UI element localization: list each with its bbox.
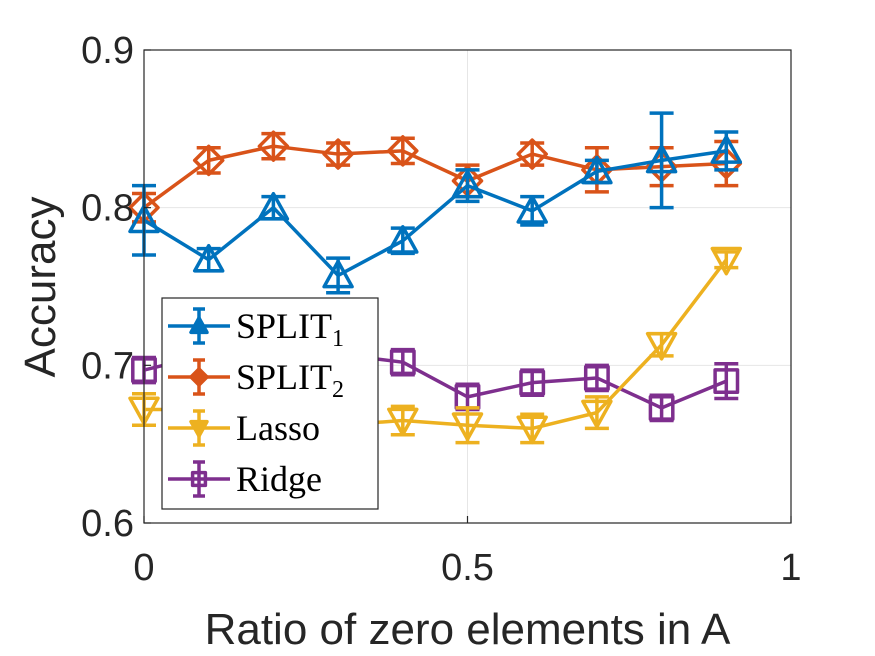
legend-label-text: SPLIT [236,357,332,397]
legend-marker [189,419,209,438]
data-point [451,412,484,441]
data-point [322,259,354,289]
legend-entry-split1: SPLIT1 [168,306,344,352]
data-point [519,369,546,396]
legend-entry-split2: SPLIT2 [168,357,344,403]
legend-label: SPLIT1 [236,306,344,352]
y-tick-label: 0.7 [81,345,134,387]
data-point [451,169,484,199]
legend-label-text: SPLIT [236,306,332,346]
data-point [713,368,740,395]
y-tick-label: 0.8 [81,188,134,230]
x-axis-title: Ratio of zero elements in A [205,605,731,654]
series-line [142,144,727,210]
legend-marker [189,316,209,335]
y-axis-title: Accuracy [16,197,65,378]
data-point [516,138,548,170]
data-point [710,246,743,276]
data-point [516,415,548,445]
data-point [516,195,548,224]
data-point [710,135,743,164]
data-point [322,138,354,170]
data-point [645,144,678,174]
legend-marker [190,470,208,488]
data-point [387,225,419,254]
data-point [387,407,419,437]
x-tick-label: 1 [780,547,801,589]
legend-entry-ridge: Ridge [168,459,322,499]
data-point [387,135,419,167]
legend-label: Ridge [236,459,322,499]
x-tick-label: 0 [133,547,154,589]
legend-label: Lasso [236,408,320,448]
data-point [389,349,416,376]
legend-label: SPLIT2 [236,357,344,403]
data-point [583,364,610,391]
legend-label-subscript: 2 [332,377,344,403]
data-point [648,394,675,421]
legend-entry-lasso: Lasso [168,408,320,448]
data-point [581,155,613,185]
y-tick-label: 0.9 [81,30,134,72]
y-tick-label: 0.6 [81,503,134,545]
legend-label-text: Lasso [236,408,320,448]
data-point [257,130,290,162]
data-point [581,399,613,429]
ticks: 0.6 0.7 0.8 0.9 0 0.5 1 [81,30,801,589]
legend-marker [189,367,209,387]
series-split1 [128,111,743,295]
legend-label-text: Ridge [236,459,322,499]
series-line [143,149,727,278]
data-point [192,243,225,273]
data-point [257,191,290,221]
data-point [645,331,678,361]
legend-label-subscript: 1 [332,326,344,352]
x-tick-label: 0.5 [441,547,494,589]
data-point [710,147,743,180]
data-point [192,144,225,177]
